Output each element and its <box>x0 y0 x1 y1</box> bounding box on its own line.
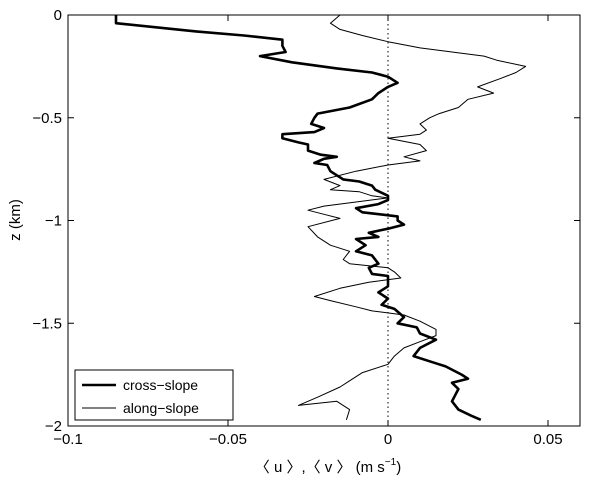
legend-box <box>74 369 234 421</box>
legend-label-along-slope: along−slope <box>123 400 199 416</box>
y-tick-label: −1 <box>45 213 62 230</box>
y-tick-label: −1.5 <box>32 315 62 332</box>
y-axis-label: z (km) <box>7 199 24 241</box>
x-axis-label-main: 〈 u 〉,〈 v 〉 (m s <box>255 459 385 476</box>
x-tick-label: −0.1 <box>53 431 83 448</box>
y-tick-label: −2 <box>45 418 62 435</box>
plot-area-background <box>68 15 580 426</box>
legend: cross−slope along−slope <box>74 369 234 421</box>
y-tick-label: 0 <box>54 7 62 24</box>
x-axis-label-close: ) <box>396 459 401 476</box>
x-tick-label: 0.05 <box>533 431 562 448</box>
legend-label-cross-slope: cross−slope <box>123 377 198 393</box>
x-tick-label: 0 <box>384 431 392 448</box>
ticks-layer: −0.1 −0.05 0 0.05 0 −0.5 −1 −1.5 −2 <box>32 7 580 448</box>
y-tick-label: −0.5 <box>32 110 62 127</box>
series-layer <box>114 14 527 421</box>
x-axis-label: 〈 u 〉,〈 v 〉 (m s−1) <box>255 457 401 476</box>
series-line-cross-slope <box>114 15 482 421</box>
series-line-along-slope <box>297 14 527 420</box>
x-axis-label-exponent: −1 <box>385 457 397 468</box>
x-tick-label: −0.05 <box>209 431 247 448</box>
